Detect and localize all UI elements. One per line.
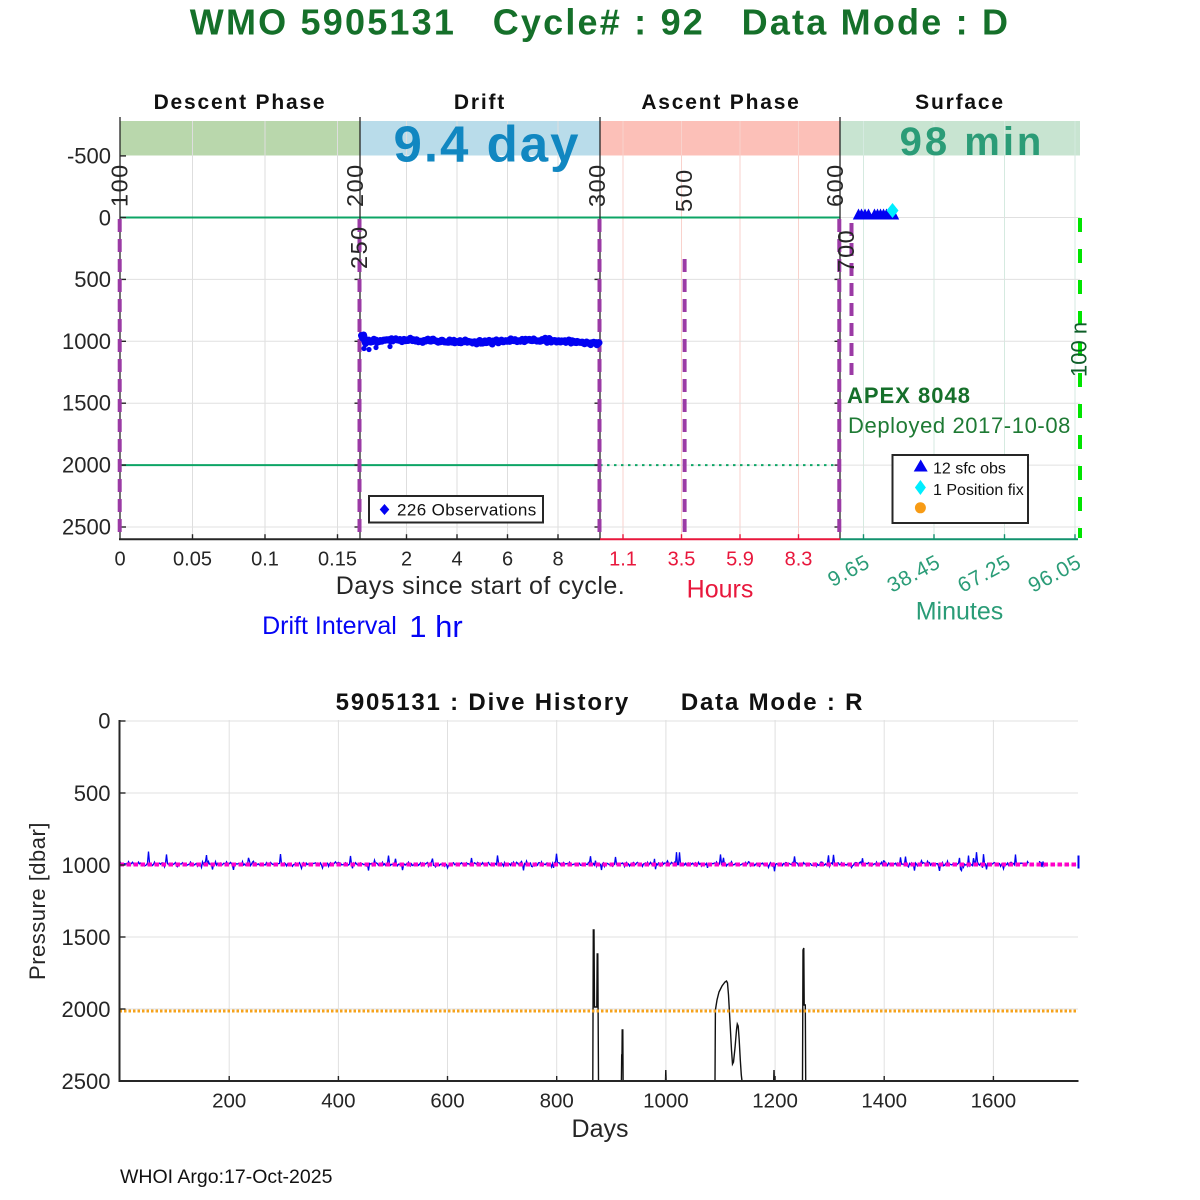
svg-text:200: 200 xyxy=(212,1090,246,1113)
svg-text:1.1: 1.1 xyxy=(609,549,637,571)
svg-text:2000: 2000 xyxy=(62,997,111,1022)
svg-text:Hours: Hours xyxy=(687,576,754,604)
svg-text:700: 700 xyxy=(833,229,859,273)
svg-text:1600: 1600 xyxy=(971,1090,1017,1113)
svg-text:8: 8 xyxy=(552,549,563,571)
svg-text:226 Observations: 226 Observations xyxy=(397,501,537,520)
svg-text:500: 500 xyxy=(74,267,111,292)
svg-text:100 n: 100 n xyxy=(1067,322,1092,377)
svg-text:400: 400 xyxy=(321,1090,355,1113)
svg-text:0.1: 0.1 xyxy=(251,549,279,571)
svg-text:200: 200 xyxy=(342,163,368,207)
svg-text:1000: 1000 xyxy=(62,853,111,878)
svg-text:2500: 2500 xyxy=(62,515,111,540)
svg-text:Deployed 2017-10-08: Deployed 2017-10-08 xyxy=(848,413,1071,438)
svg-text:600: 600 xyxy=(430,1090,464,1113)
svg-text:WHOI Argo:17-Oct-2025: WHOI Argo:17-Oct-2025 xyxy=(120,1166,333,1188)
svg-text:1400: 1400 xyxy=(861,1090,907,1113)
svg-text:Drift: Drift xyxy=(454,91,506,114)
svg-text:5905131 : Dive History Da: 5905131 : Dive History Data Mode : R xyxy=(336,689,865,716)
svg-text:0.15: 0.15 xyxy=(318,549,357,571)
svg-text:2000: 2000 xyxy=(62,453,111,478)
svg-text:1500: 1500 xyxy=(62,391,111,416)
svg-text:0: 0 xyxy=(98,709,110,734)
svg-text:4: 4 xyxy=(451,549,462,571)
svg-text:98 min: 98 min xyxy=(900,120,1045,164)
svg-text:3.5: 3.5 xyxy=(668,549,696,571)
svg-text:1000: 1000 xyxy=(643,1090,689,1113)
svg-text:-500: -500 xyxy=(67,144,111,169)
svg-text:1 hr: 1 hr xyxy=(409,609,462,644)
svg-text:100: 100 xyxy=(107,163,133,207)
svg-text:Drift Interval: Drift Interval xyxy=(262,612,397,640)
svg-text:Minutes: Minutes xyxy=(916,598,1004,626)
svg-text:6: 6 xyxy=(502,549,513,571)
svg-text:1200: 1200 xyxy=(752,1090,798,1113)
svg-text:9.4 day: 9.4 day xyxy=(394,116,581,173)
svg-text:Descent Phase: Descent Phase xyxy=(154,91,327,114)
svg-text:5.9: 5.9 xyxy=(726,549,754,571)
svg-text:8.3: 8.3 xyxy=(785,549,813,571)
svg-text:2500: 2500 xyxy=(62,1069,111,1094)
svg-text:1500: 1500 xyxy=(62,925,111,950)
svg-text:Surface: Surface xyxy=(915,91,1005,114)
svg-text:Days: Days xyxy=(572,1115,629,1143)
svg-text:12 sfc obs: 12 sfc obs xyxy=(933,461,1006,478)
svg-text:0: 0 xyxy=(114,549,125,571)
svg-text:Ascent Phase: Ascent Phase xyxy=(641,91,800,114)
svg-text:250: 250 xyxy=(346,225,372,269)
svg-text:0.05: 0.05 xyxy=(173,549,212,571)
svg-text:300: 300 xyxy=(584,163,610,207)
svg-text:1000: 1000 xyxy=(62,329,111,354)
svg-text:500: 500 xyxy=(74,781,111,806)
svg-text:APEX 8048: APEX 8048 xyxy=(847,383,971,408)
svg-text:2: 2 xyxy=(401,549,412,571)
svg-text:600: 600 xyxy=(822,163,848,207)
svg-text:0: 0 xyxy=(99,206,111,231)
svg-text:1 Position fix: 1 Position fix xyxy=(933,482,1024,499)
svg-text:WMO 5905131 Cycle# : 92 Da: WMO 5905131 Cycle# : 92 Data Mode : D xyxy=(190,2,1010,43)
svg-text:500: 500 xyxy=(671,168,697,212)
svg-text:800: 800 xyxy=(540,1090,574,1113)
svg-text:Days since start of cycle.: Days since start of cycle. xyxy=(336,572,625,600)
svg-text:Pressure [dbar]: Pressure [dbar] xyxy=(25,822,50,980)
